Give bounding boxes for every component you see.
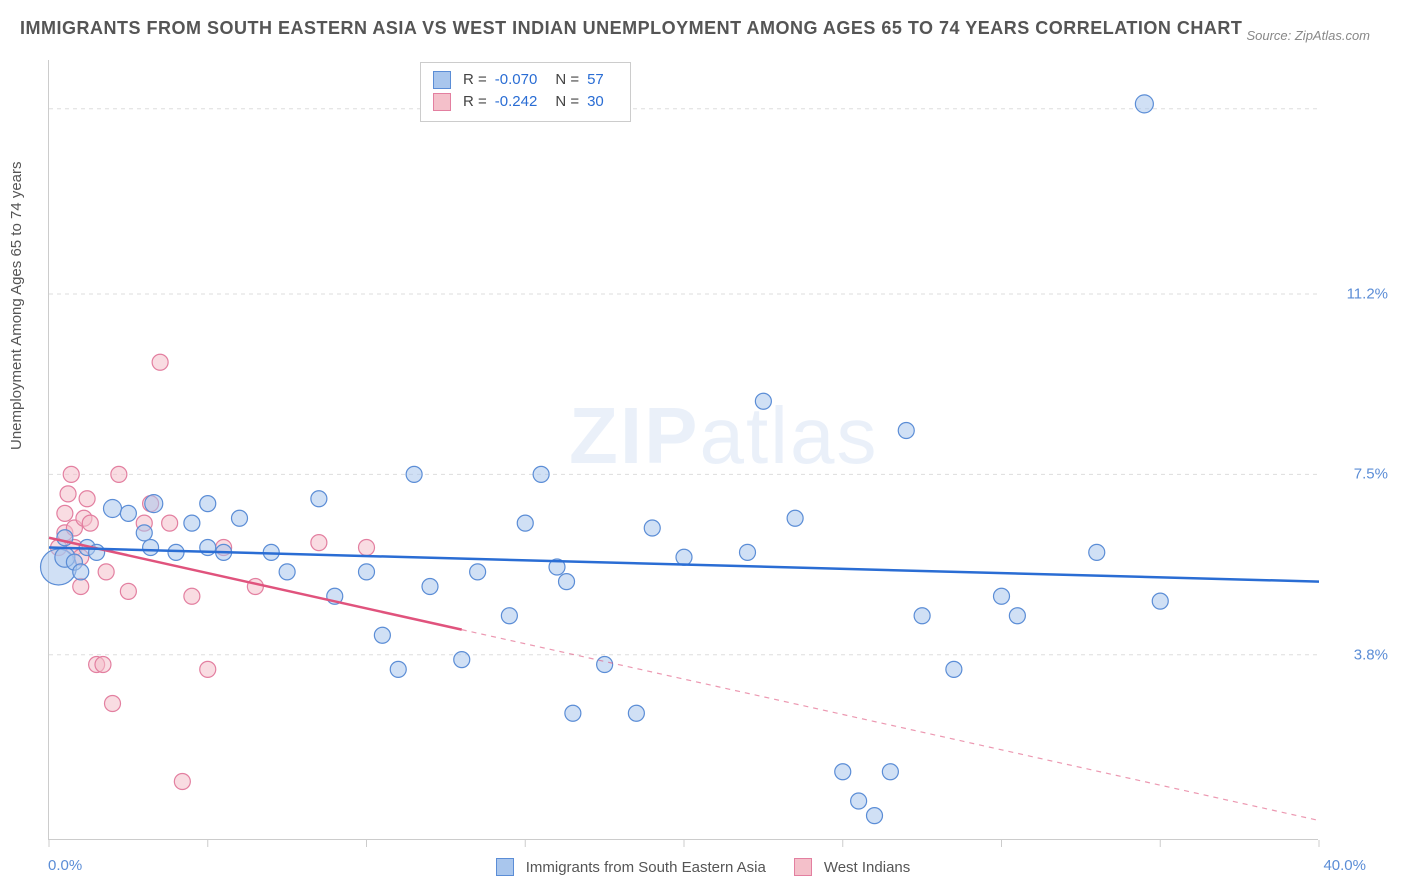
plot-svg	[49, 60, 1318, 839]
stat-r-label-b: R =	[463, 91, 487, 113]
legend-label-a: Immigrants from South Eastern Asia	[526, 859, 766, 876]
stat-r-value-b: -0.242	[495, 91, 538, 113]
legend-item-b: West Indians	[794, 858, 910, 876]
stat-n-value-b: 30	[587, 91, 604, 113]
y-axis-label: Unemployment Among Ages 65 to 74 years	[8, 161, 25, 450]
chart-title: IMMIGRANTS FROM SOUTH EASTERN ASIA VS WE…	[20, 18, 1242, 39]
bottom-legend: Immigrants from South Eastern Asia West …	[0, 858, 1406, 876]
stats-row-b: R = -0.242 N = 30	[433, 91, 614, 113]
legend-item-a: Immigrants from South Eastern Asia	[496, 858, 766, 876]
stat-r-label-a: R =	[463, 69, 487, 91]
stats-box: R = -0.070 N = 57 R = -0.242 N = 30	[420, 62, 631, 122]
legend-swatch-b-icon	[794, 858, 812, 876]
source-attribution: Source: ZipAtlas.com	[1246, 28, 1370, 43]
swatch-a-icon	[433, 71, 451, 89]
y-tick-label: 11.2%	[1347, 286, 1388, 303]
stat-r-value-a: -0.070	[495, 69, 538, 91]
y-tick-label: 3.8%	[1354, 646, 1388, 663]
stat-n-label-b: N =	[555, 91, 579, 113]
stats-row-a: R = -0.070 N = 57	[433, 69, 614, 91]
y-tick-label: 7.5%	[1354, 466, 1388, 483]
legend-label-b: West Indians	[824, 859, 910, 876]
stat-n-value-a: 57	[587, 69, 604, 91]
legend-swatch-a-icon	[496, 858, 514, 876]
plot-area: ZIPatlas	[48, 60, 1318, 840]
stat-n-label-a: N =	[555, 69, 579, 91]
swatch-b-icon	[433, 93, 451, 111]
